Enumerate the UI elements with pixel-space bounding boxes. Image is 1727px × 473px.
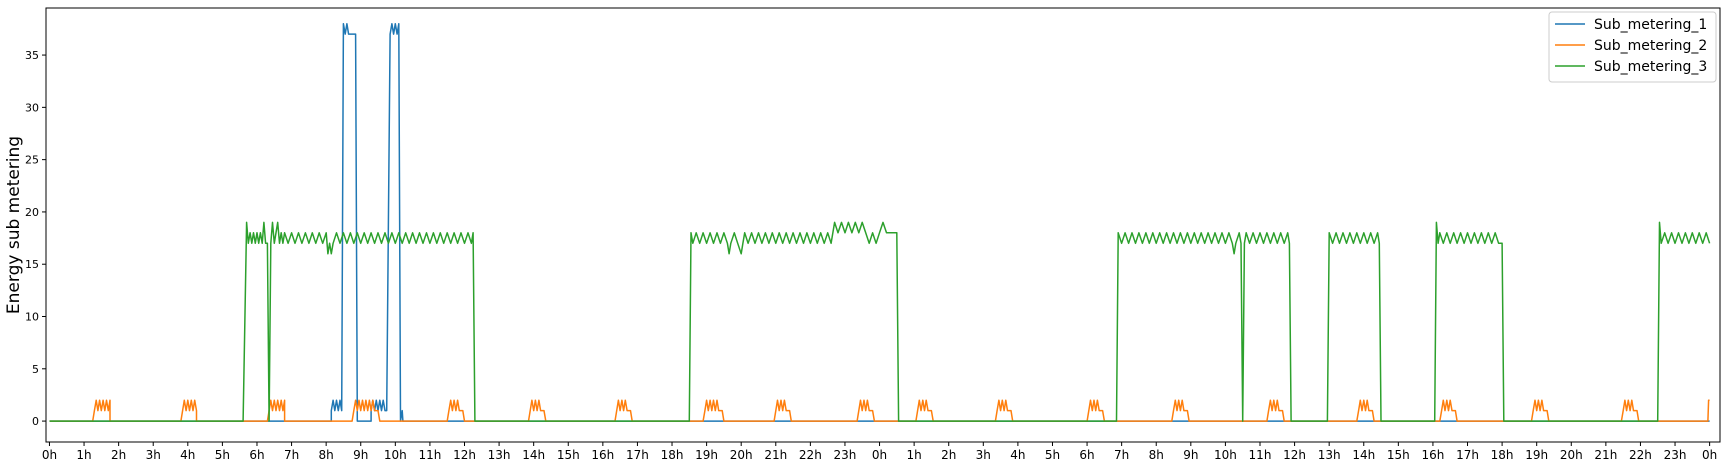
x-tick-label: 20h bbox=[1560, 448, 1583, 462]
y-tick-label: 35 bbox=[25, 49, 39, 62]
legend: Sub_metering_1 Sub_metering_2 Sub_metering… bbox=[1548, 11, 1717, 83]
x-tick-label: 21h bbox=[764, 448, 787, 462]
x-tick-label: 0h bbox=[872, 448, 887, 462]
legend-label-3: Sub_metering_3 bbox=[1594, 59, 1707, 75]
x-tick-label: 11h bbox=[1249, 448, 1272, 462]
x-tick-label: 22h bbox=[799, 448, 822, 462]
x-tick-label: 7h bbox=[284, 448, 299, 462]
x-tick-label: 1h bbox=[907, 448, 922, 462]
y-tick-label: 20 bbox=[25, 206, 39, 219]
x-tick-label: 2h bbox=[111, 448, 126, 462]
y-tick-label: 0 bbox=[32, 415, 39, 428]
x-tick-label: 15h bbox=[557, 448, 580, 462]
x-tick-label: 18h bbox=[661, 448, 684, 462]
x-tick-label: 5h bbox=[1045, 448, 1060, 462]
x-tick-label: 13h bbox=[488, 448, 511, 462]
x-tick-label: 9h bbox=[353, 448, 368, 462]
x-tick-label: 18h bbox=[1491, 448, 1514, 462]
x-tick-label: 4h bbox=[180, 448, 195, 462]
x-tick-label: 17h bbox=[626, 448, 649, 462]
x-tick-label: 21h bbox=[1594, 448, 1617, 462]
x-tick-label: 19h bbox=[695, 448, 718, 462]
x-tick-label: 4h bbox=[1010, 448, 1025, 462]
x-tick-label: 20h bbox=[730, 448, 753, 462]
y-tick-label: 5 bbox=[32, 363, 39, 376]
y-axis-label: Energy sub metering bbox=[4, 136, 24, 314]
x-tick-label: 23h bbox=[834, 448, 857, 462]
legend-label-1: Sub_metering_1 bbox=[1594, 17, 1707, 33]
y-axis-ticks: 0 5 10 15 20 25 30 35 bbox=[25, 49, 46, 428]
y-tick-label: 30 bbox=[25, 101, 39, 114]
plot-frame bbox=[45, 7, 1721, 443]
x-tick-label: 3h bbox=[146, 448, 161, 462]
legend-box bbox=[1548, 11, 1717, 83]
x-tick-label: 10h bbox=[1214, 448, 1237, 462]
x-tick-label: 15h bbox=[1387, 448, 1410, 462]
series-line-2 bbox=[49, 399, 1710, 422]
series-layer bbox=[49, 22, 1711, 422]
plot-area bbox=[46, 8, 1720, 442]
x-tick-label: 16h bbox=[591, 448, 614, 462]
x-tick-label: 0h bbox=[1702, 448, 1717, 462]
x-tick-label: 5h bbox=[215, 448, 230, 462]
x-tick-label: 17h bbox=[1456, 448, 1479, 462]
x-tick-label: 3h bbox=[976, 448, 991, 462]
x-tick-label: 1h bbox=[76, 448, 91, 462]
y-tick-label: 10 bbox=[25, 311, 39, 324]
x-tick-label: 10h bbox=[384, 448, 407, 462]
y-tick-label: 15 bbox=[25, 258, 39, 271]
y-tick-label: 25 bbox=[25, 154, 39, 167]
x-tick-label: 12h bbox=[453, 448, 476, 462]
series-line-3 bbox=[49, 221, 1711, 422]
x-tick-label: 6h bbox=[1079, 448, 1094, 462]
x-tick-label: 6h bbox=[249, 448, 264, 462]
x-tick-label: 9h bbox=[1183, 448, 1198, 462]
x-tick-label: 7h bbox=[1114, 448, 1129, 462]
legend-label-2: Sub_metering_2 bbox=[1594, 38, 1707, 54]
x-tick-label: 22h bbox=[1629, 448, 1652, 462]
x-tick-label: 11h bbox=[418, 448, 441, 462]
x-tick-label: 8h bbox=[319, 448, 334, 462]
x-tick-label: 0h bbox=[42, 448, 57, 462]
x-tick-label: 2h bbox=[941, 448, 956, 462]
x-axis-ticks: 0h 1h 2h 3h 4h 5h 6h 7h 8h 9h 10h 11h 12h 13h 14h 15h 16… bbox=[42, 442, 1717, 462]
x-tick-label: 19h bbox=[1525, 448, 1548, 462]
x-tick-label: 8h bbox=[1149, 448, 1164, 462]
x-tick-label: 14h bbox=[1352, 448, 1375, 462]
x-tick-label: 12h bbox=[1283, 448, 1306, 462]
x-tick-label: 14h bbox=[522, 448, 545, 462]
x-tick-label: 16h bbox=[1421, 448, 1444, 462]
x-tick-label: 13h bbox=[1318, 448, 1341, 462]
x-tick-label: 23h bbox=[1664, 448, 1687, 462]
